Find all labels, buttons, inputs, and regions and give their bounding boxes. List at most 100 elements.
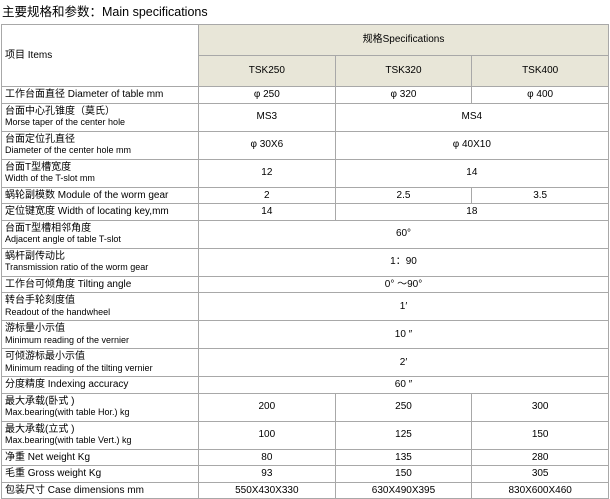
row-label-cn: 可倾游标最小示值 bbox=[5, 351, 85, 362]
row-label-cn: 蜗杆副传动比 bbox=[5, 250, 65, 262]
table-row: 工作台可倾角度 Tilting angle 0° ～90° bbox=[1, 275, 609, 293]
table-row: 蜗轮副模数 Module of the worm gear 2 2.5 3.5 bbox=[1, 186, 609, 204]
row-value: 2′ bbox=[198, 348, 609, 377]
header-model-tsk320: TSK320 bbox=[334, 55, 473, 87]
table-row: 游标量小示值 Minimum reading of the vernier 10 ″ bbox=[1, 320, 609, 349]
header-model-tsk250: TSK250 bbox=[198, 55, 336, 87]
table-body: 项目 Items 规格Specifications TSK250 TSK320 … bbox=[1, 24, 610, 499]
row-label-cn: 工作台面直径 Diameter of table mm bbox=[5, 89, 164, 100]
header-specifications: 规格Specifications bbox=[198, 24, 609, 56]
header-model-tsk400: TSK400 bbox=[471, 55, 609, 87]
row-label-cn: 净重 Net weight Kg bbox=[5, 451, 91, 463]
row-value: 2 bbox=[198, 186, 336, 204]
row-value: φ 320 bbox=[334, 86, 473, 104]
row-label: 工作台面直径 Diameter of table mm bbox=[1, 86, 199, 104]
row-label-en: Max.bearing(with table Hor.) kg bbox=[5, 407, 130, 417]
row-label: 台面中心孔锥度（莫氏） Morse taper of the center hol… bbox=[1, 102, 199, 132]
row-label-cn: 最大承载(卧式 ) bbox=[5, 395, 75, 407]
row-label-en: Max.bearing(with table Vert.) kg bbox=[5, 435, 132, 445]
row-label: 台面定位孔直径 Diameter of the center hole mm bbox=[1, 130, 199, 160]
row-value: 830X600X460 bbox=[471, 481, 609, 499]
row-label-cn: 定位键宽度 Width of locating key,mm bbox=[5, 206, 169, 217]
row-value: 135 bbox=[334, 448, 473, 466]
row-label: 蜗杆副传动比 Transmission ratio of the worm gea… bbox=[1, 247, 199, 277]
row-label: 净重 Net weight Kg bbox=[1, 448, 199, 466]
row-value: 2.5 bbox=[334, 186, 473, 204]
row-value: 0° ～90° bbox=[198, 275, 609, 293]
row-label: 可倾游标最小示值 Minimum reading of the tilting v… bbox=[1, 348, 199, 377]
table-header-row-2: TSK250 TSK320 TSK400 bbox=[2, 55, 609, 87]
row-value: 12 bbox=[198, 158, 336, 188]
table-row: 台面T型槽相邻角度 Adjacent angle of table T-slot 6… bbox=[1, 219, 609, 249]
row-label: 蜗轮副模数 Module of the worm gear bbox=[1, 186, 199, 204]
row-value: 250 bbox=[334, 392, 473, 422]
row-value: 200 bbox=[198, 392, 336, 422]
row-label-cn: 工作台可倾角度 Tilting angle bbox=[5, 278, 132, 290]
row-label-cn: 台面T型槽相邻角度 bbox=[5, 222, 92, 234]
header-items: 项目 Items bbox=[1, 24, 199, 87]
row-label: 分度精度 Indexing accuracy bbox=[1, 376, 199, 394]
specifications-table: 项目 Items 规格Specifications TSK250 TSK320 … bbox=[1, 24, 610, 499]
row-label-en: Diameter of the center hole mm bbox=[5, 145, 132, 155]
row-value: 60° bbox=[198, 219, 609, 249]
row-label-en: Minimum reading of the tilting vernier bbox=[5, 362, 153, 373]
row-value: MS4 bbox=[334, 102, 610, 132]
row-label: 工作台可倾角度 Tilting angle bbox=[1, 275, 199, 293]
row-value: 14 bbox=[198, 203, 336, 221]
row-value: φ 30X6 bbox=[198, 130, 336, 160]
row-label: 包装尺寸 Case dimensions mm bbox=[1, 481, 199, 499]
table-header-row-1: 项目 Items 规格Specifications bbox=[1, 24, 609, 87]
table-row: 可倾游标最小示值 Minimum reading of the tilting v… bbox=[1, 348, 609, 377]
table-row: 蜗杆副传动比 Transmission ratio of the worm gea… bbox=[1, 247, 609, 277]
row-value: φ 250 bbox=[198, 86, 336, 104]
row-label: 转台手轮刻度值 Readout of the handwheel bbox=[1, 292, 199, 321]
row-value: 80 bbox=[198, 448, 336, 466]
row-label-en: Readout of the handwheel bbox=[5, 306, 111, 317]
row-value: 1：90 bbox=[198, 247, 609, 277]
table-row: 工作台面直径 Diameter of table mm φ 250 φ 320 φ 4… bbox=[1, 86, 609, 104]
table-row: 定位键宽度 Width of locating key,mm 14 18 bbox=[1, 203, 610, 221]
row-label: 定位键宽度 Width of locating key,mm bbox=[1, 203, 199, 221]
row-value: 125 bbox=[334, 420, 473, 450]
row-label-cn: 游标量小示值 bbox=[5, 323, 65, 334]
table-row: 分度精度 Indexing accuracy 60 ″ bbox=[1, 376, 609, 394]
row-label: 台面T型槽相邻角度 Adjacent angle of table T-slot bbox=[1, 219, 199, 249]
row-label-cn: 台面T型槽宽度 bbox=[5, 161, 72, 173]
table-row: 包装尺寸 Case dimensions mm 550X430X330 630X49… bbox=[1, 481, 609, 499]
row-label: 台面T型槽宽度 Width of the T-slot mm bbox=[1, 158, 199, 188]
table-row: 最大承载(立式 ) Max.bearing(with table Vert.) k… bbox=[1, 420, 609, 450]
row-value: 1′ bbox=[198, 292, 609, 321]
table-row: 最大承载(卧式 ) Max.bearing(with table Hor.) kg… bbox=[1, 392, 609, 422]
row-value: 100 bbox=[198, 420, 336, 450]
row-value: MS3 bbox=[198, 102, 336, 132]
row-label-cn: 蜗轮副模数 Module of the worm gear bbox=[5, 189, 169, 201]
row-label-cn: 转台手轮刻度值 bbox=[5, 295, 75, 306]
row-label: 最大承载(卧式 ) Max.bearing(with table Hor.) kg bbox=[1, 392, 199, 422]
row-label-cn: 最大承载(立式 ) bbox=[5, 423, 75, 435]
table-row: 台面T型槽宽度 Width of the T-slot mm 12 14 bbox=[1, 158, 610, 188]
row-label: 最大承载(立式 ) Max.bearing(with table Vert.) k… bbox=[1, 420, 199, 450]
row-value: 300 bbox=[471, 392, 609, 422]
row-value: 18 bbox=[334, 203, 610, 221]
page-title: 主要规格和参数：Main specifications bbox=[2, 5, 208, 19]
row-label-cn: 包装尺寸 Case dimensions mm bbox=[5, 484, 144, 496]
row-value: 550X430X330 bbox=[198, 481, 336, 499]
row-value: 150 bbox=[471, 420, 609, 450]
row-label-cn: 台面定位孔直径 bbox=[5, 133, 75, 145]
row-value: φ 40X10 bbox=[334, 130, 610, 160]
table-row: 台面中心孔锥度（莫氏） Morse taper of the center hol… bbox=[1, 102, 610, 132]
row-value: 630X490X395 bbox=[334, 481, 473, 499]
row-label-en: Morse taper of the center hole bbox=[5, 117, 126, 127]
row-value: 14 bbox=[334, 158, 610, 188]
row-value: 10 ″ bbox=[198, 320, 609, 349]
row-value: 3.5 bbox=[471, 186, 609, 204]
table-row: 转台手轮刻度值 Readout of the handwheel 1′ bbox=[1, 292, 609, 321]
row-label-en: Adjacent angle of table T-slot bbox=[5, 234, 121, 244]
row-label-en: Minimum reading of the vernier bbox=[5, 334, 130, 345]
row-label-cn: 台面中心孔锥度（莫氏） bbox=[5, 105, 115, 117]
table-row: 净重 Net weight Kg 80 135 280 bbox=[1, 448, 609, 466]
row-value: 280 bbox=[471, 448, 609, 466]
row-label: 游标量小示值 Minimum reading of the vernier bbox=[1, 320, 199, 349]
row-label-en: Width of the T-slot mm bbox=[5, 173, 95, 183]
row-label-en: Transmission ratio of the worm gear bbox=[5, 262, 149, 272]
